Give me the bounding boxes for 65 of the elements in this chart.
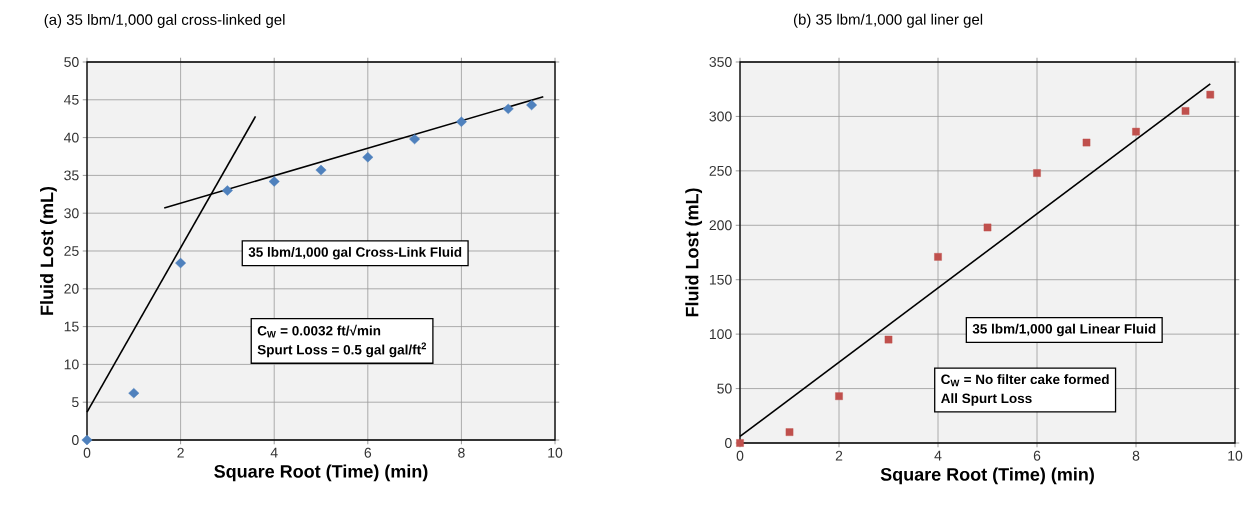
point [785,428,794,436]
point [268,176,280,187]
point [1132,127,1140,136]
y-tick-label: 50 [717,383,732,394]
annotation: C$_{W}$ = No filter cake formed [941,374,1109,387]
annotation: Spurt Loss = 0.5 gal gal/ft$^{2}$ [257,342,427,358]
point [736,439,744,447]
y-tick-label: 30 [64,208,79,219]
y-tick-label: 50 [64,57,79,67]
y-tick-label: 25 [64,246,79,256]
x-tick-label: 8 [1132,450,1140,461]
point [1181,107,1190,115]
y-tick-label: 0 [725,438,732,448]
y-tick-label: 5 [72,397,79,408]
y-tick-label: 0 [71,435,79,445]
x-tick-label: 2 [177,447,184,458]
annotation: All Spurt Loss [941,393,1032,406]
x-tick-label: 10 [1228,450,1243,461]
point [983,223,992,232]
x-tick-label: 6 [364,447,372,458]
x-tick-label: 4 [270,447,278,458]
point [128,387,140,399]
point [175,257,187,269]
y-axis-title: Fluid Lost (mL) [40,186,57,315]
point [362,152,374,163]
annotation: 35 lbm/1,000 gal Cross-Link Fluid [248,246,462,260]
annotation: 35 lbm/1,000 gal Linear Fluid [972,323,1156,337]
y-tick-label: 45 [63,94,79,105]
point [1082,138,1091,147]
point [81,434,93,446]
annotation: C$_{W}$ = 0.0032 ft/√min [257,324,381,338]
y-tick-label: 35 [64,170,79,181]
point [526,99,538,111]
x-tick-label: 2 [835,450,843,461]
point [835,392,843,400]
point [502,103,514,115]
point [409,133,421,145]
x-tick-label: 0 [736,450,744,461]
y-tick-label: 200 [709,220,732,231]
point [315,164,327,176]
y-tick-label: 10 [64,359,79,370]
y-tick-label: 350 [709,57,732,67]
y-tick-label: 20 [64,283,79,294]
x-tick-label: 6 [1033,450,1041,461]
point [884,335,893,344]
x-tick-label: 4 [934,450,942,461]
x-axis-title: Square Root (Time) (min) [214,464,428,482]
chart-title: (a) 35 lbm/1,000 gal cross-linked gel [44,13,285,28]
y-tick-label: 150 [709,274,732,285]
x-tick-label: 8 [458,447,465,458]
point [934,253,942,261]
point [1206,90,1215,99]
y-tick-label: 250 [709,165,732,176]
x-tick-label: 10 [548,447,563,458]
point [455,116,467,127]
point [221,185,233,196]
y-tick-label: 300 [709,111,732,122]
point [1033,169,1041,177]
y-tick-label: 100 [709,329,732,340]
chart-title: (b) 35 lbm/1,000 gal liner gel [793,13,983,28]
y-tick-label: 40 [63,132,79,143]
x-tick-label: 0 [83,447,91,458]
x-axis-title: Square Root (Time) (min) [880,467,1094,485]
y-tick-label: 15 [64,321,79,332]
y-axis-title: Fluid Lost (mL) [685,188,703,317]
